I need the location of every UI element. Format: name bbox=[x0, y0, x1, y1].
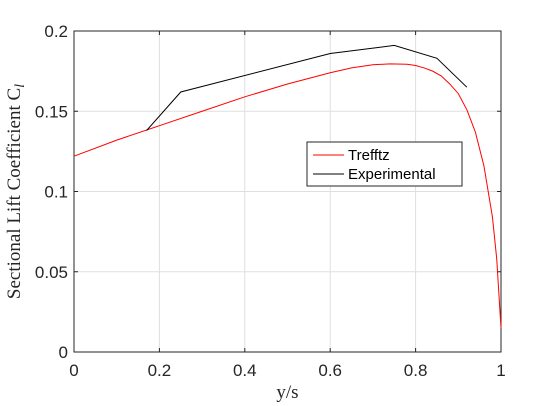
y-axis-label-subscript: l bbox=[13, 84, 28, 88]
y-tick-label: 0 bbox=[59, 343, 68, 362]
x-tick-label: 0.8 bbox=[404, 361, 428, 380]
x-tick-label: 0 bbox=[69, 361, 78, 380]
legend-label-trefftz: Trefftz bbox=[348, 147, 390, 164]
x-tick-label: 0.6 bbox=[318, 361, 342, 380]
x-tick-label: 1 bbox=[496, 361, 505, 380]
x-axis-label: y/s bbox=[276, 382, 298, 403]
x-tick-label: 0.2 bbox=[148, 361, 172, 380]
y-axis-label: Sectional Lift Coefficient Cl bbox=[4, 84, 28, 299]
series-line-trefftz bbox=[73, 63, 502, 328]
y-tick-label: 0.2 bbox=[44, 22, 68, 41]
series-line-experimental bbox=[146, 44, 468, 131]
grid bbox=[73, 30, 502, 353]
series-lines bbox=[73, 44, 502, 328]
legend-label-experimental: Experimental bbox=[348, 166, 436, 183]
y-tick-label: 0.1 bbox=[44, 183, 68, 202]
axis-ticks: 0 0.2 0.4 0.6 0.8 1 0 0.05 0.1 0.15 0.2 bbox=[35, 22, 506, 380]
y-tick-label: 0.05 bbox=[35, 263, 68, 282]
legend: Trefftz Experimental bbox=[306, 141, 463, 187]
legend-box bbox=[306, 141, 463, 187]
x-tick-label: 0.4 bbox=[233, 361, 257, 380]
y-tick-label: 0.15 bbox=[35, 102, 68, 121]
y-axis-label-main: Sectional Lift Coefficient C bbox=[4, 88, 25, 299]
